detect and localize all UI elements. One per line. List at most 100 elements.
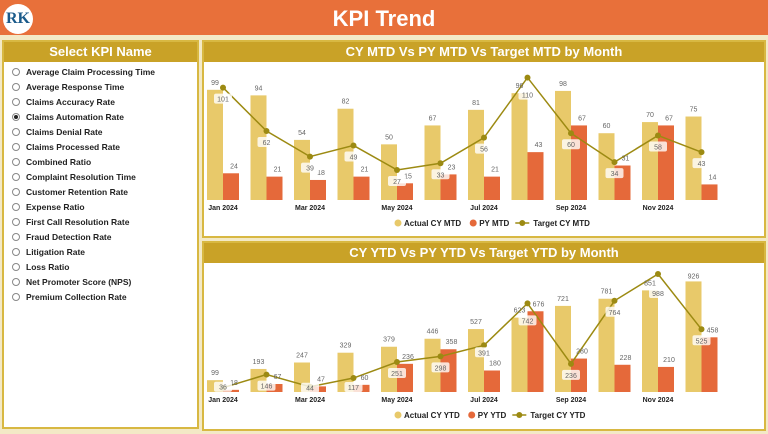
target-label-bg	[388, 175, 406, 186]
radio-button[interactable]	[12, 67, 20, 76]
radio-button[interactable]	[12, 82, 20, 91]
kpi-option-label: Litigation Rate	[26, 246, 86, 257]
py-data-label: 24	[230, 163, 238, 170]
target-point	[263, 371, 270, 378]
legend-marker	[516, 412, 523, 418]
radio-button[interactable]	[12, 217, 20, 226]
target-label-bg	[475, 143, 493, 154]
radio-button[interactable]	[12, 157, 20, 166]
target-label-bg	[301, 382, 319, 393]
target-data-label: 988	[652, 291, 664, 298]
target-label-bg	[431, 169, 450, 180]
target-label-bg	[301, 162, 319, 173]
target-data-label: 56	[480, 147, 488, 154]
radio-button[interactable]	[12, 97, 20, 106]
target-point	[611, 159, 618, 166]
radio-button[interactable]	[12, 232, 20, 241]
actual-bar	[424, 125, 441, 200]
radio-button[interactable]	[12, 112, 20, 121]
legend-label: Target CY MTD	[533, 219, 590, 228]
radio-button[interactable]	[12, 187, 20, 196]
kpi-option-label: Customer Retention Rate	[26, 186, 129, 197]
py-data-label: 67	[578, 115, 586, 122]
kpi-option[interactable]: Average Response Time	[12, 79, 197, 94]
actual-data-label: 60	[603, 123, 611, 130]
target-data-label: 764	[609, 310, 621, 317]
radio-button[interactable]	[12, 277, 20, 286]
actual-bar	[381, 144, 397, 200]
kpi-option[interactable]: Claims Denial Rate	[12, 124, 197, 139]
kpi-option[interactable]: Net Promoter Score (NPS)	[12, 274, 197, 289]
kpi-option[interactable]: First Call Resolution Rate	[12, 214, 197, 229]
kpi-option-label: Net Promoter Score (NPS)	[26, 276, 132, 287]
kpi-option[interactable]: Average Claim Processing Time	[12, 64, 197, 79]
actual-data-label: 67	[429, 115, 437, 122]
target-label-bg	[692, 335, 711, 346]
chart-title: CY YTD Vs PY YTD Vs Target YTD by Month	[204, 243, 764, 263]
kpi-option[interactable]: Litigation Rate	[12, 244, 197, 259]
kpi-option-label: Claims Accuracy Rate	[26, 96, 115, 107]
py-data-label: 18	[317, 170, 325, 177]
mtd-chart-panel: CY MTD Vs PY MTD Vs Target MTD by Month …	[202, 40, 766, 238]
ytd-chart-panel: CY YTD Vs PY YTD Vs Target YTD by Month …	[202, 241, 766, 431]
kpi-option-label: Average Response Time	[26, 81, 125, 92]
py-data-label: 210	[663, 357, 675, 364]
target-label-bg	[649, 288, 667, 299]
kpi-option[interactable]: Claims Accuracy Rate	[12, 94, 197, 109]
target-data-label: 298	[435, 365, 447, 372]
legend-marker	[469, 219, 477, 227]
kpi-option[interactable]: Premium Collection Rate	[12, 289, 197, 304]
target-data-label: 101	[217, 97, 229, 104]
py-data-label: 228	[620, 355, 632, 362]
radio-button[interactable]	[12, 262, 20, 271]
target-label-bg	[649, 141, 667, 152]
kpi-option[interactable]: Combined Ratio	[12, 154, 197, 169]
target-point	[437, 353, 444, 360]
kpi-option[interactable]: Fraud Detection Rate	[12, 229, 197, 244]
target-label-bg	[605, 168, 624, 179]
target-point	[481, 134, 487, 141]
target-label-bg	[605, 306, 624, 317]
kpi-option-label: Claims Denial Rate	[26, 126, 103, 137]
py-data-label: 67	[274, 374, 282, 381]
target-point	[437, 160, 444, 167]
target-label-bg	[214, 381, 232, 392]
legend-marker	[468, 411, 476, 419]
radio-button[interactable]	[12, 127, 20, 136]
kpi-option[interactable]: Expense Ratio	[12, 199, 197, 214]
actual-data-label: 851	[644, 280, 656, 287]
radio-button[interactable]	[12, 292, 20, 301]
target-data-label: 525	[696, 338, 708, 345]
kpi-option[interactable]: Loss Ratio	[12, 259, 197, 274]
target-data-label: 34	[611, 171, 619, 178]
actual-data-label: 50	[385, 134, 393, 141]
kpi-option-list: Average Claim Processing Time Average Res…	[4, 64, 197, 304]
target-line	[222, 76, 702, 171]
legend-marker	[519, 220, 526, 226]
radio-button[interactable]	[12, 247, 20, 256]
actual-bar	[598, 298, 615, 392]
target-point	[263, 127, 270, 134]
radio-button[interactable]	[12, 202, 20, 211]
target-data-label: 43	[698, 161, 706, 168]
target-data-label: 62	[263, 140, 271, 147]
target-label-bg	[518, 315, 537, 326]
kpi-option-label: First Call Resolution Rate	[26, 216, 130, 227]
radio-button[interactable]	[12, 142, 20, 151]
py-bar	[701, 184, 718, 200]
x-tick-label: Jul 2024	[470, 397, 498, 404]
py-bar	[223, 173, 239, 200]
kpi-option[interactable]: Claims Automation Rate	[12, 109, 197, 124]
actual-bar	[511, 317, 528, 392]
radio-button[interactable]	[12, 172, 20, 181]
x-tick-label: Sep 2024	[556, 205, 586, 212]
kpi-option[interactable]: Claims Processed Rate	[12, 139, 197, 154]
ytd-chart: Jan 2024 Mar 2024 May 2024 Jul 2024 Sep 2024…	[207, 271, 718, 420]
kpi-option[interactable]: Customer Retention Rate	[12, 184, 197, 199]
py-bar	[484, 370, 500, 392]
py-bar	[614, 364, 631, 392]
actual-data-label: 721	[557, 296, 569, 303]
actual-data-label: 379	[383, 337, 395, 344]
actual-bar	[207, 89, 223, 200]
kpi-option[interactable]: Complaint Resolution Time	[12, 169, 197, 184]
